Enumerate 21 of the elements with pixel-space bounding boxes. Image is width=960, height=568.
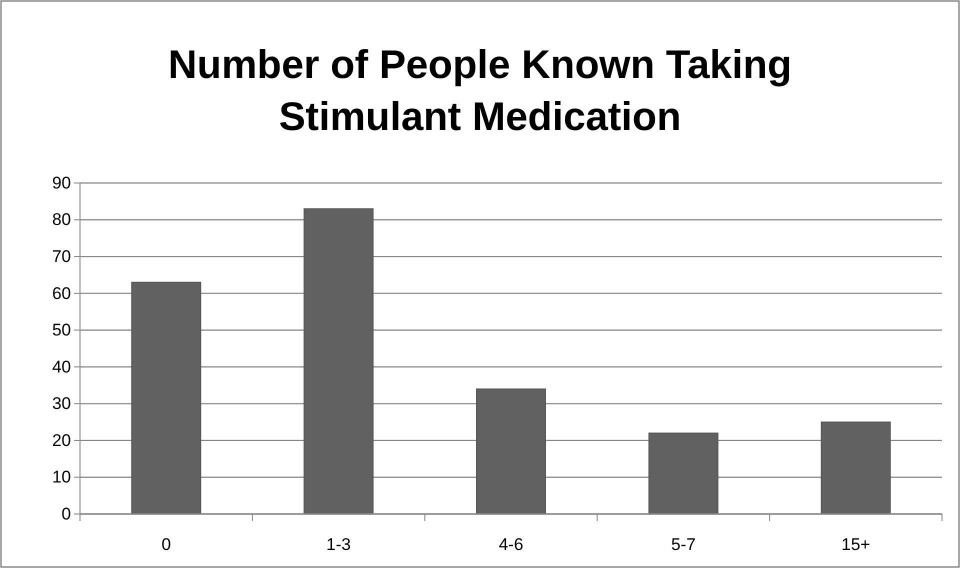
bar [131, 282, 202, 514]
bar [820, 422, 891, 514]
x-tick-label: 5-7 [671, 535, 696, 554]
x-tick-label: 0 [161, 535, 171, 554]
y-tick-label: 0 [62, 504, 71, 524]
y-tick-label: 10 [52, 468, 71, 487]
bar [304, 208, 374, 514]
y-tick-label: 90 [52, 173, 71, 192]
y-tick-label: 40 [52, 357, 71, 376]
x-tick-label: 4-6 [498, 535, 524, 554]
y-tick-label: 20 [52, 430, 71, 450]
y-tick-label: 80 [52, 210, 71, 230]
y-tick-label: 50 [52, 320, 71, 340]
bar [648, 432, 718, 514]
x-tick-label: 1-3 [326, 535, 351, 554]
y-tick-label: 70 [52, 246, 71, 266]
y-tick-label: 30 [52, 394, 71, 414]
y-tick-label: 60 [52, 284, 71, 303]
x-tick-label: 15+ [841, 535, 870, 554]
chart-title: Number of People Known Taking Stimulant Medication [168, 43, 792, 139]
bar [476, 388, 546, 514]
